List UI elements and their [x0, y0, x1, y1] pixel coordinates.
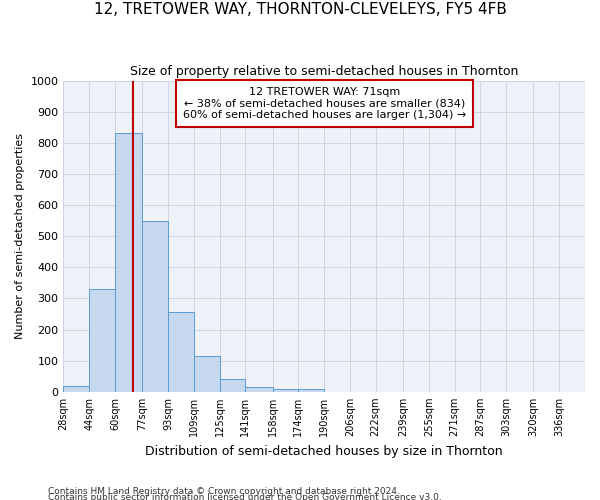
Bar [168, 312, 194, 392]
Text: 12 TRETOWER WAY: 71sqm
← 38% of semi-detached houses are smaller (834)
60% of se: 12 TRETOWER WAY: 71sqm ← 38% of semi-det… [182, 87, 466, 120]
Bar [115, 134, 142, 392]
Bar [142, 220, 168, 392]
X-axis label: Distribution of semi-detached houses by size in Thornton: Distribution of semi-detached houses by … [145, 444, 503, 458]
Title: Size of property relative to semi-detached houses in Thornton: Size of property relative to semi-detach… [130, 65, 518, 78]
Text: Contains public sector information licensed under the Open Government Licence v3: Contains public sector information licen… [48, 492, 442, 500]
Y-axis label: Number of semi-detached properties: Number of semi-detached properties [15, 133, 25, 339]
Bar [64, 386, 89, 392]
Text: 12, TRETOWER WAY, THORNTON-CLEVELEYS, FY5 4FB: 12, TRETOWER WAY, THORNTON-CLEVELEYS, FY… [94, 2, 506, 18]
Bar [272, 388, 298, 392]
Bar [89, 289, 115, 392]
Text: Contains HM Land Registry data © Crown copyright and database right 2024.: Contains HM Land Registry data © Crown c… [48, 487, 400, 496]
Bar [245, 387, 272, 392]
Bar [220, 380, 245, 392]
Bar [194, 356, 220, 392]
Bar [298, 388, 324, 392]
